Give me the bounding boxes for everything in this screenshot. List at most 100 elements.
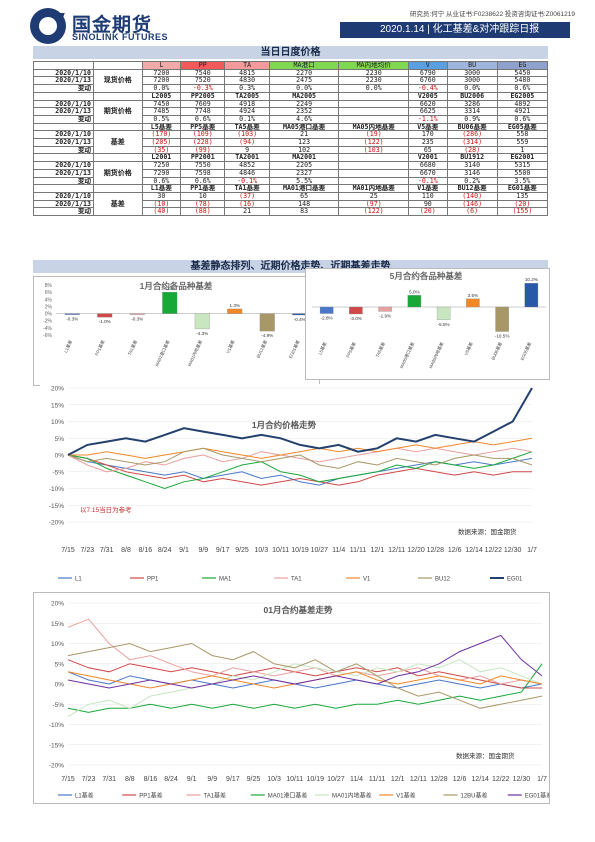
x-tick-label: 11/4 bbox=[332, 547, 345, 554]
logo-mark-icon bbox=[30, 8, 66, 44]
legend-label: V1基差 bbox=[396, 791, 415, 799]
x-tick-label: 12/30 bbox=[504, 547, 522, 554]
x-tick-label: MA05港口基差 bbox=[398, 340, 417, 369]
series-line bbox=[67, 387, 533, 456]
subheader-cell: BU06基差 bbox=[446, 122, 498, 132]
header-cell: MA港口 bbox=[268, 61, 340, 70]
legend-label: PP1基差 bbox=[139, 791, 162, 799]
chart-source: 数据来源：国金期货 bbox=[458, 527, 517, 536]
subheader-blank bbox=[33, 122, 94, 132]
x-tick-label: 10/11 bbox=[286, 776, 303, 783]
table-cell: (103) bbox=[224, 130, 270, 140]
x-tick-label: 12/14 bbox=[471, 776, 489, 783]
subheader-cell bbox=[338, 91, 410, 101]
table-cell: 0.3% bbox=[224, 84, 270, 93]
chart-annotation: 以7.15当日为参考 bbox=[80, 505, 132, 514]
table-cell: (20) bbox=[496, 199, 549, 209]
row-label: 2020/1/10 bbox=[33, 161, 94, 170]
x-tick-label: 9/9 bbox=[207, 776, 217, 783]
table-cell: 235 bbox=[408, 138, 448, 147]
x-tick-label: 7/31 bbox=[100, 547, 114, 554]
table-cell: 6680 bbox=[408, 161, 448, 170]
data-label: 6.0% bbox=[165, 286, 175, 291]
line-chart-price-svg: 20% 15% 10% 5% 0% -5% -10% -15% -20% 7/15 7/23 7/31… bbox=[49, 386, 537, 583]
price-table: L PP TA MA港口 MA内地均价 V BU EG 2020/1/10 现货价格 7200 754… bbox=[33, 61, 549, 217]
table-cell: 4921 bbox=[496, 107, 549, 116]
table-cell: (286) bbox=[446, 130, 498, 140]
subheader-blank bbox=[93, 184, 143, 193]
table-cell: 7485 bbox=[141, 107, 182, 116]
table-row: 2020/1/10 期货价格 7250 7550 4852 2205 6680 3140 531… bbox=[33, 161, 549, 186]
data-label: -1.9% bbox=[379, 313, 391, 318]
chart-source: 数据来源：国金期货 bbox=[456, 751, 515, 760]
subheader-cell: MA2001 bbox=[268, 153, 340, 163]
series-line bbox=[67, 447, 533, 473]
table-cell: -0.3% bbox=[180, 84, 226, 93]
subheader-cell: PP2001 bbox=[180, 153, 226, 163]
y-tick-label: 20% bbox=[51, 601, 64, 608]
table-cell: 83 bbox=[268, 207, 340, 217]
bar bbox=[524, 283, 539, 308]
subheader-row: L2005 PP2005 TA2005 MA2005 V2005 BU2006 EG2005 bbox=[33, 91, 549, 101]
report-title: 2020.1.14 | 化工基差&对冲跟踪日报 bbox=[340, 22, 570, 38]
table-cell: 5480 bbox=[496, 76, 549, 86]
bar-chart-may: 5月合约各品种基差 -2.8% L5基差 -3.0% PP5基差 -1.9% TA5基差 5.… bbox=[305, 268, 550, 380]
line-chart-basis: 20% 15% 10% 5% 0% -5% -10% -15% -20% 7/15 7/23 7/31… bbox=[33, 592, 552, 804]
subheader-cell: EG2005 bbox=[496, 91, 549, 101]
x-tick-label: 8/24 bbox=[164, 776, 178, 783]
x-tick-label: EG05基差 bbox=[519, 340, 533, 361]
subheader-row: L5基差 PP5基差 TA5基差 MA05港口基差 MA05内地基差 V5基差 BU06基差… bbox=[33, 122, 549, 132]
row-label: 2020/1/13 bbox=[33, 199, 94, 209]
table-row: 2020/1/10 基差 30 10 (37) 65 25 110 (140) 135 bbox=[33, 191, 549, 217]
table-cell: 3286 bbox=[446, 99, 498, 109]
x-tick-label: 8/16 bbox=[144, 776, 158, 783]
table-cell: 3140 bbox=[446, 161, 498, 170]
y-tick-label: 15% bbox=[51, 402, 64, 409]
table-cell: (88) bbox=[180, 207, 226, 217]
subheader-cell: EG01基差 bbox=[496, 184, 549, 193]
bar bbox=[64, 313, 80, 315]
x-tick-label: TA1基差 bbox=[126, 338, 139, 356]
table-cell: (205) bbox=[141, 138, 182, 147]
data-label: -4.9% bbox=[261, 333, 273, 338]
table-cell: 0.6% bbox=[496, 84, 549, 93]
table-row: 2020/1/10 基差 (170) (109) (103) 21 (19) 170 (286)… bbox=[33, 130, 549, 155]
table-cell: (94) bbox=[224, 138, 270, 147]
series-line bbox=[67, 671, 543, 689]
bar-chart-jan-svg: 1月合约各品种基差 8%6%4%2% 0%-2%-4%-6% -0.3% L1基差 -1.… bbox=[43, 281, 316, 368]
table-cell: 6625 bbox=[408, 107, 448, 116]
x-tick-label: PP5基差 bbox=[344, 340, 357, 358]
y-tick-label: 15% bbox=[51, 621, 64, 628]
table-cell: 0.0% bbox=[268, 84, 340, 93]
table-cell: 2270 bbox=[268, 68, 340, 78]
bar bbox=[349, 306, 363, 315]
x-tick-label: 7/31 bbox=[102, 776, 116, 783]
series-line bbox=[67, 618, 543, 685]
x-tick-label: 12/28 bbox=[427, 547, 445, 554]
x-tick-label: 12/11 bbox=[388, 547, 405, 554]
series-line bbox=[67, 454, 532, 486]
series-line bbox=[68, 437, 533, 459]
bar-chart-jan: 1月合约各品种基差 8% 6% 4% 2% 0% -2% -4% -6% -0.3% L1基差 -1.… bbox=[33, 276, 320, 386]
x-tick-label: 10/3 bbox=[267, 776, 281, 783]
table-cell: (37) bbox=[224, 191, 270, 201]
table-cell: 0.6% bbox=[180, 114, 226, 124]
table-cell: 2230 bbox=[338, 76, 410, 86]
bar bbox=[378, 306, 392, 312]
subheader-cell: V5基差 bbox=[408, 122, 448, 132]
subheader-cell: BU12基差 bbox=[446, 184, 498, 193]
table-cell: 559 bbox=[496, 138, 549, 147]
table-cell: (155) bbox=[496, 207, 549, 217]
x-tick-label: 12/6 bbox=[453, 776, 467, 783]
x-tick-label: 9/1 bbox=[187, 776, 197, 783]
table-cell: (97) bbox=[338, 199, 410, 209]
table-cell: (122) bbox=[338, 207, 410, 217]
x-tick-label: BU12基差 bbox=[255, 338, 269, 359]
y-tick-label: -20% bbox=[49, 520, 64, 527]
group-label: 基差 bbox=[93, 191, 143, 217]
table-cell: (20) bbox=[408, 207, 448, 217]
row-label: 2020/1/10 bbox=[33, 130, 94, 140]
table-cell: 0.0% bbox=[141, 84, 182, 93]
line-chart-basis-svg: 20% 15% 10% 5% 0% -5% -10% -15% -20% 7/15 7/23 7/31… bbox=[49, 601, 552, 800]
table-cell: 4.6% bbox=[268, 114, 340, 124]
